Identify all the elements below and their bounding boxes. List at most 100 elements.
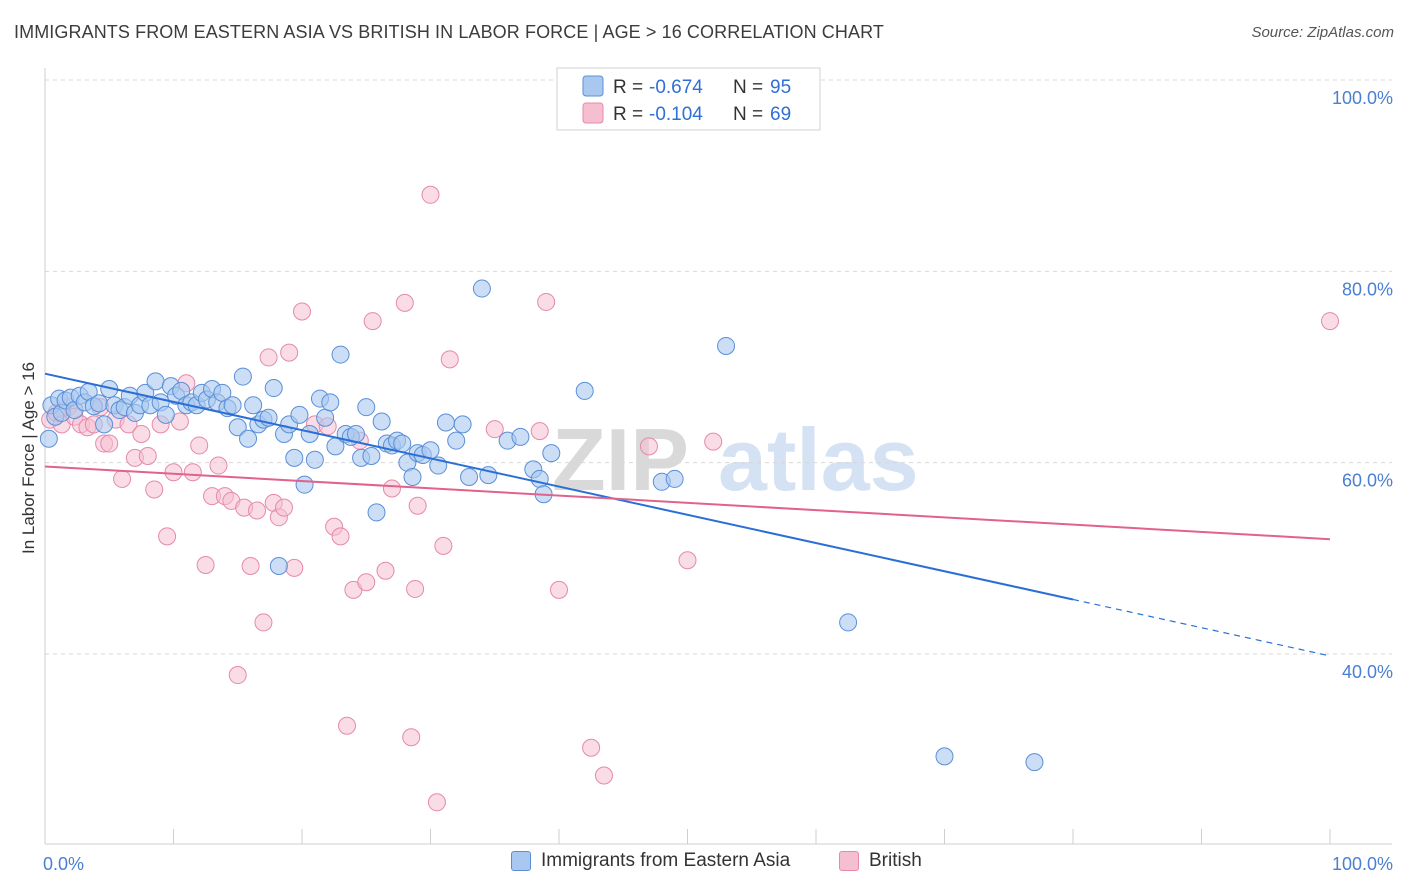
y-tick-label: 80.0%: [1342, 279, 1393, 299]
eastern-asia-point: [290, 405, 309, 424]
axes: [44, 68, 1392, 845]
source-label: Source: ZipAtlas.com: [1251, 24, 1394, 41]
british-point: [183, 463, 202, 482]
eastern-asia-point: [95, 415, 114, 434]
legend-r-blue: -0.674: [649, 77, 703, 98]
british-point: [145, 480, 164, 499]
y-tick-label: 40.0%: [1342, 662, 1393, 682]
x-tick-label: 100.0%: [1332, 854, 1393, 874]
british-point: [293, 302, 311, 321]
british-point: [582, 738, 601, 757]
british-point: [537, 292, 556, 311]
british-point: [138, 446, 157, 465]
eastern-asia-point: [357, 398, 376, 417]
legend-r-pink: -0.104: [649, 104, 703, 125]
eastern-asia-point: [89, 394, 108, 413]
british-point: [485, 420, 504, 439]
british-point: [228, 666, 247, 685]
eastern-asia-point: [472, 279, 491, 298]
x-tick-labels: 0.0% 100.0%: [43, 854, 1393, 874]
british-point: [639, 437, 658, 456]
stats-legend: R = -0.674 N = 95 R = -0.104 N = 69: [556, 67, 821, 131]
british-point: [376, 561, 395, 580]
legend-swatch: [839, 851, 859, 871]
eastern-asia-point: [665, 469, 684, 488]
eastern-asia-point: [146, 372, 165, 391]
british-point: [113, 469, 132, 488]
legend-label: Immigrants from Eastern Asia: [541, 850, 791, 871]
x-tick-label: 0.0%: [43, 854, 84, 874]
british-point: [158, 527, 177, 546]
british-point: [530, 422, 549, 441]
eastern-asia-point: [530, 469, 549, 488]
british-point: [395, 293, 414, 312]
legend-swatch-blue: [582, 75, 604, 97]
eastern-asia-point: [233, 367, 252, 386]
british-point: [164, 463, 183, 482]
eastern-asia-point: [935, 747, 954, 766]
eastern-asia-point: [542, 444, 561, 463]
eastern-asia-point: [228, 418, 247, 437]
legend-n-label: N =: [733, 104, 763, 125]
british-point: [363, 312, 382, 331]
british-point: [594, 766, 613, 785]
chart-title: IMMIGRANTS FROM EASTERN ASIA VS BRITISH …: [14, 22, 884, 42]
british-point: [550, 580, 568, 599]
series-legend: Immigrants from Eastern Asia British: [0, 850, 1406, 880]
eastern-asia-point: [244, 396, 263, 415]
british-point: [248, 501, 267, 520]
british-point: [406, 579, 425, 598]
british-point: [100, 434, 119, 453]
eastern-asia-point: [264, 379, 283, 398]
eastern-asia-point: [269, 556, 288, 575]
british-point: [132, 424, 151, 443]
y-tick-label: 60.0%: [1342, 471, 1393, 491]
british-trend-line: [44, 465, 1331, 541]
eastern-asia-point: [1025, 753, 1044, 772]
eastern-asia-point: [39, 429, 58, 448]
british-point: [427, 793, 446, 812]
legend-r-label: R =: [613, 104, 643, 125]
eastern-asia-trend-extension: [1072, 598, 1331, 657]
british-point: [704, 432, 723, 451]
british-point: [402, 728, 421, 747]
watermark: ZIP atlas: [552, 410, 919, 509]
watermark-zip: ZIP: [552, 410, 689, 509]
eastern-asia-point: [362, 446, 381, 465]
legend-item-eastern-asia: Immigrants from Eastern Asia: [511, 850, 790, 872]
eastern-asia-point: [511, 427, 530, 446]
british-point: [382, 479, 401, 498]
eastern-asia-trend-line: [44, 372, 1074, 601]
eastern-asia-point: [403, 468, 422, 487]
y-tick-labels: 40.0% 60.0% 80.0% 100.0%: [1332, 88, 1393, 682]
eastern-asia-point: [321, 393, 340, 412]
eastern-asia-point: [436, 413, 455, 432]
british-point: [678, 551, 697, 570]
eastern-asia-point: [393, 434, 412, 453]
eastern-asia-point: [316, 408, 335, 427]
legend-n-pink: 69: [770, 104, 791, 125]
eastern-asia-point: [156, 405, 175, 424]
british-point: [434, 536, 453, 555]
british-points: [41, 185, 1339, 812]
eastern-asia-point: [447, 431, 466, 450]
british-point: [254, 613, 273, 632]
legend-item-british: British: [839, 850, 922, 872]
british-point: [1321, 312, 1339, 331]
gridlines: [45, 79, 1392, 655]
eastern-asia-point: [331, 345, 350, 364]
eastern-asia-point: [839, 613, 858, 632]
british-point: [196, 556, 215, 575]
watermark-atlas: atlas: [718, 410, 919, 509]
y-tick-label: 100.0%: [1332, 88, 1393, 108]
british-point: [285, 558, 304, 577]
legend-r-label: R =: [613, 77, 643, 98]
british-point: [209, 456, 228, 475]
legend-label: British: [869, 850, 922, 871]
eastern-asia-point: [460, 468, 479, 487]
trend-lines: [44, 372, 1331, 657]
eastern-asia-point: [239, 429, 258, 448]
legend-swatch-pink: [582, 102, 604, 124]
british-point: [275, 498, 294, 517]
